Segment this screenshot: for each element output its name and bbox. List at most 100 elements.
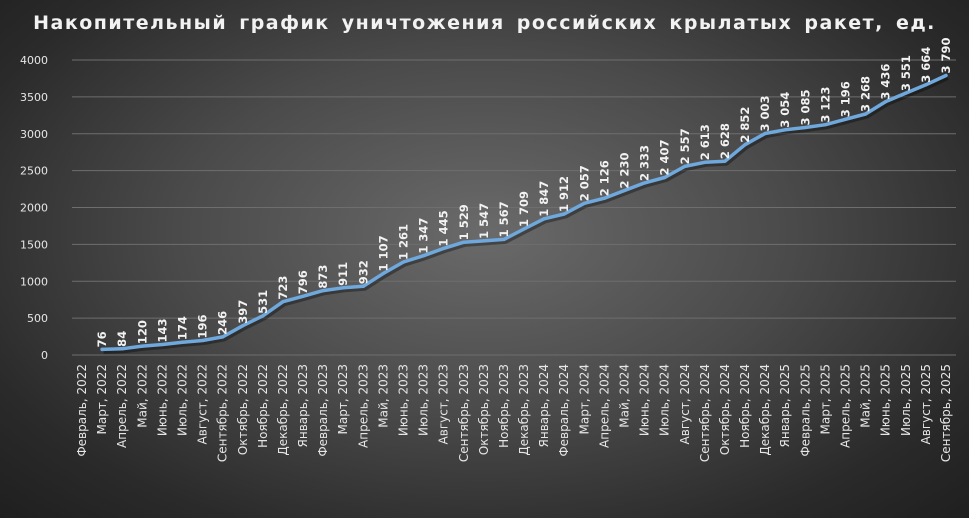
data-point xyxy=(120,347,124,351)
x-tick-label: Август, 2022 xyxy=(196,364,210,444)
x-tick-label: Июль, 2023 xyxy=(417,364,431,436)
data-point xyxy=(221,335,225,339)
data-point xyxy=(482,239,486,243)
x-tick-label: Июнь, 2023 xyxy=(397,364,411,436)
data-point xyxy=(462,240,466,244)
data-point xyxy=(602,196,607,200)
x-tick-label: Ноябрь, 2024 xyxy=(738,364,752,448)
x-tick-label: Июнь, 2022 xyxy=(155,364,169,436)
data-label: 3 196 xyxy=(839,81,853,117)
data-point xyxy=(522,227,526,231)
x-tick-label: Май, 2025 xyxy=(859,364,873,428)
data-label: 246 xyxy=(216,311,230,335)
x-tick-label: Апрель, 2022 xyxy=(115,364,129,448)
x-tick-label: Январь, 2024 xyxy=(537,364,551,447)
x-tick-label: Октябрь, 2023 xyxy=(477,364,491,455)
x-tick-label: Сентябрь, 2024 xyxy=(698,364,712,462)
x-tick-label: Август, 2023 xyxy=(437,364,451,444)
data-label: 1 567 xyxy=(497,201,511,237)
data-point xyxy=(582,201,586,205)
data-point xyxy=(321,289,325,293)
data-label: 2 407 xyxy=(658,139,672,175)
data-point xyxy=(642,181,647,185)
y-tick-label: 3000 xyxy=(20,128,48,141)
data-point xyxy=(180,340,185,344)
x-tick-label: Март, 2024 xyxy=(577,364,591,434)
data-point xyxy=(100,347,104,351)
x-tick-label: Июнь, 2025 xyxy=(879,364,893,436)
x-tick-label: Сентябрь, 2025 xyxy=(939,364,953,462)
x-tick-label: Октябрь, 2024 xyxy=(718,364,732,455)
x-tick-label: Июнь, 2024 xyxy=(638,364,652,436)
data-label: 3 085 xyxy=(798,89,812,125)
data-label: 120 xyxy=(135,320,149,344)
data-point xyxy=(683,164,687,169)
x-tick-label: Октябрь, 2022 xyxy=(236,364,250,455)
x-tick-label: Сентябрь, 2023 xyxy=(457,364,471,462)
data-point xyxy=(663,175,667,180)
data-label: 397 xyxy=(236,300,250,324)
data-label: 3 664 xyxy=(919,47,933,83)
data-label: 2 126 xyxy=(597,160,611,196)
data-point xyxy=(381,271,386,275)
y-tick-label: 1500 xyxy=(20,238,48,251)
data-point xyxy=(944,73,948,78)
gridlines xyxy=(72,59,956,356)
x-tick-label: Ноябрь, 2022 xyxy=(256,364,270,448)
x-tick-label: Декабрь, 2024 xyxy=(758,364,772,456)
x-tick-label: Июль, 2022 xyxy=(176,364,190,436)
x-tick-label: Май, 2024 xyxy=(618,364,632,428)
y-tick-label: 2000 xyxy=(20,202,48,215)
data-point xyxy=(140,344,144,348)
x-tick-label: Январь, 2023 xyxy=(296,364,310,447)
data-label: 1 445 xyxy=(437,210,451,246)
data-point xyxy=(924,83,928,87)
data-point xyxy=(743,143,747,147)
data-point xyxy=(301,294,305,298)
x-tick-label: Апрель, 2024 xyxy=(597,364,611,448)
data-label: 1 261 xyxy=(397,224,411,260)
y-tick-label: 2500 xyxy=(20,165,48,178)
data-label: 2 557 xyxy=(678,128,692,164)
x-tick-label: Февраль, 2024 xyxy=(557,364,571,457)
data-label: 1 529 xyxy=(457,204,471,240)
data-label: 2 613 xyxy=(698,124,712,160)
data-label: 84 xyxy=(115,331,129,347)
data-point xyxy=(904,91,908,95)
data-point xyxy=(341,286,345,290)
data-label: 911 xyxy=(336,262,350,286)
data-point xyxy=(361,284,365,288)
x-tick-label: Февраль, 2023 xyxy=(316,364,330,457)
data-label: 1 107 xyxy=(376,235,390,271)
x-tick-label: Декабрь, 2023 xyxy=(517,364,531,456)
y-tick-label: 0 xyxy=(41,349,48,362)
data-label: 1 912 xyxy=(557,176,571,212)
data-label: 143 xyxy=(155,318,169,342)
x-tick-label: Август, 2025 xyxy=(919,364,933,444)
y-tick-label: 4000 xyxy=(20,54,48,67)
data-point xyxy=(562,212,566,216)
data-label: 3 268 xyxy=(859,76,873,112)
x-tick-label: Сентябрь, 2022 xyxy=(216,364,230,462)
y-tick-label: 500 xyxy=(27,312,48,325)
x-tick-label: Март, 2023 xyxy=(336,364,350,434)
data-label: 1 547 xyxy=(477,203,491,239)
data-point xyxy=(200,338,205,343)
data-labels: 76 84 120 143 174 196 246 397 531 723 796 873 911 932… xyxy=(95,37,953,347)
data-label: 3 790 xyxy=(939,37,953,73)
data-label: 3 054 xyxy=(778,92,792,128)
data-label: 2 852 xyxy=(738,107,752,143)
data-label: 2 057 xyxy=(577,165,591,201)
data-label: 2 230 xyxy=(618,153,632,189)
data-point xyxy=(241,324,245,328)
data-point xyxy=(622,188,627,193)
data-point xyxy=(442,246,446,251)
data-point xyxy=(401,260,406,264)
series-cumulative xyxy=(100,73,949,354)
data-label: 796 xyxy=(296,270,310,294)
x-tick-label: Апрель, 2025 xyxy=(839,364,853,448)
data-label: 1 709 xyxy=(517,191,531,227)
x-axis-tick-labels: Февраль, 2022 Март, 2022 Апрель, 2022 Май, … xyxy=(75,364,953,462)
data-label: 531 xyxy=(256,290,270,314)
x-tick-label: Ноябрь, 2023 xyxy=(497,364,511,448)
